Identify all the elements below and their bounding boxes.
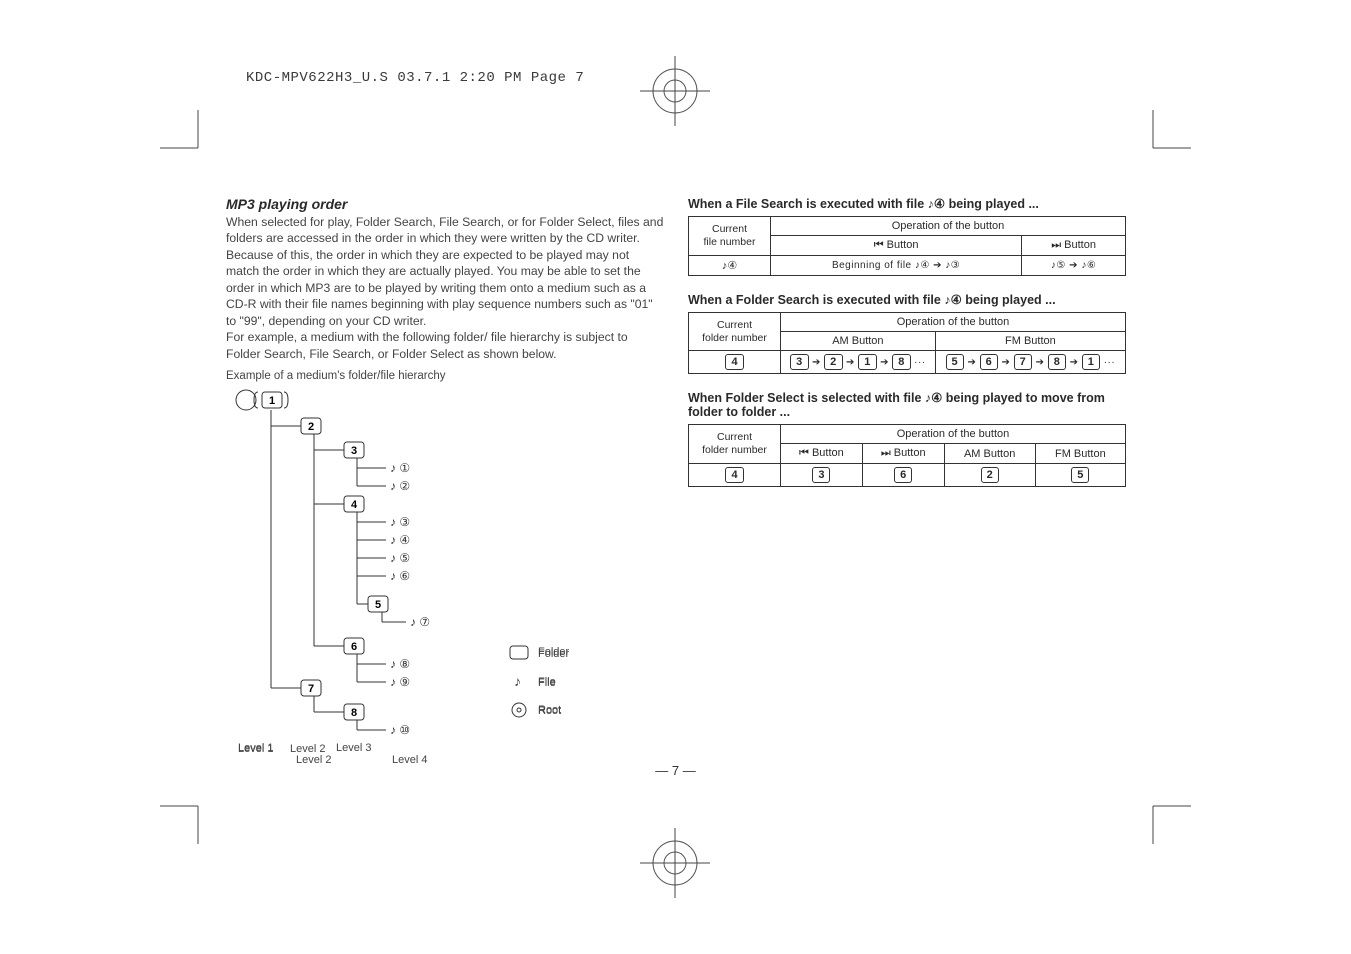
s1-c1: ⏮ Button: [771, 236, 1022, 256]
print-header: KDC-MPV622H3_U.S 03.7.1 2:20 PM Page 7: [246, 70, 584, 86]
svg-text:♪ ⑩: ♪ ⑩: [390, 723, 410, 737]
svg-text:♪ ③: ♪ ③: [390, 515, 410, 529]
right-column: When a File Search is executed with file…: [688, 196, 1126, 746]
svg-text:♪ ⑧: ♪ ⑧: [390, 657, 410, 671]
s1-rc1: Beginning of file ♪④ ➔ ♪③: [771, 256, 1022, 276]
svg-text:♪: ♪: [514, 673, 521, 689]
svg-text:2: 2: [308, 421, 314, 433]
s1-htop: Operation of the button: [771, 217, 1126, 236]
svg-text:3: 3: [351, 445, 357, 457]
s2-cur: 4: [725, 354, 743, 370]
para3: For example, a medium with the following…: [226, 329, 664, 362]
legend-root-label: Root: [538, 704, 561, 716]
s1-hleft1: Current: [712, 223, 747, 235]
s2-rc2: 5 ➔ 6 ➔ 7 ➔ 8 ➔ 1 ···: [935, 351, 1125, 374]
svg-text:♪ ⑤: ♪ ⑤: [390, 551, 410, 565]
svg-text:5: 5: [375, 599, 381, 611]
legend-folder-label: Folder: [538, 646, 569, 658]
s1-hleft2: file number: [704, 236, 756, 248]
svg-text:♪ ①: ♪ ①: [390, 461, 410, 475]
para2: Because of this, the order in which they…: [226, 247, 664, 329]
level3: Level 3: [336, 742, 371, 754]
s2-rc1: 3 ➔ 2 ➔ 1 ➔ 8 ···: [781, 351, 936, 374]
s2-title: When a Folder Search is executed with fi…: [688, 292, 1126, 307]
s2-hleft2: folder number: [702, 332, 767, 344]
left-column: MP3 playing order When selected for play…: [226, 196, 664, 746]
s3-rc1: 3: [812, 467, 830, 483]
s3-title: When Folder Select is selected with file…: [688, 390, 1126, 419]
example-label: Example of a medium's folder/file hierar…: [226, 370, 664, 382]
s3-c2: ⏭ Button: [862, 444, 944, 464]
s1-c2: ⏭ Button: [1022, 236, 1126, 256]
hierarchy-diagram: 1 2 3 4 5 6 7 8 ♪ ① ♪ ② ♪ ③ ♪ ④ ♪ ⑤ ♪ ⑥: [226, 386, 586, 746]
s1-cur: ♪④: [689, 256, 771, 276]
s3-hleft2: folder number: [702, 444, 767, 456]
s3-rc4: 5: [1071, 467, 1089, 483]
svg-text:♪ ⑦: ♪ ⑦: [410, 615, 430, 629]
level1: Level 1: [238, 742, 273, 754]
s3-rc2: 6: [894, 467, 912, 483]
s1-rc2: ♪⑤ ➔ ♪⑥: [1022, 256, 1126, 276]
s3-htop: Operation of the button: [781, 425, 1126, 444]
svg-text:1: 1: [269, 395, 275, 407]
legend-file-label: File: [538, 676, 556, 688]
s2-c2: FM Button: [935, 332, 1125, 351]
svg-text:♪ ⑨: ♪ ⑨: [390, 675, 410, 689]
s3-cur: 4: [725, 467, 743, 483]
s2-htop: Operation of the button: [781, 313, 1126, 332]
s3-c1: ⏮ Button: [781, 444, 863, 464]
s2-table: Current folder number Operation of the b…: [688, 312, 1126, 374]
level2: Level 2: [296, 754, 331, 766]
s2-hleft1: Current: [717, 319, 752, 331]
para1: When selected for play, Folder Search, F…: [226, 214, 664, 247]
svg-text:8: 8: [351, 707, 357, 719]
s2-c1: AM Button: [781, 332, 936, 351]
svg-text:♪ ②: ♪ ②: [390, 479, 410, 493]
svg-text:♪ ⑥: ♪ ⑥: [390, 569, 410, 583]
level4: Level 4: [392, 754, 427, 766]
s3-rc3: 2: [981, 467, 999, 483]
mp3-title: MP3 playing order: [226, 196, 664, 212]
s3-table: Current folder number Operation of the b…: [688, 424, 1126, 487]
s3-c3: AM Button: [944, 444, 1035, 464]
svg-text:7: 7: [308, 683, 314, 695]
svg-text:4: 4: [351, 499, 358, 511]
svg-text:♪ ④: ♪ ④: [390, 533, 410, 547]
s3-hleft1: Current: [717, 431, 752, 443]
s1-title: When a File Search is executed with file…: [688, 196, 1126, 211]
s3-c4: FM Button: [1035, 444, 1125, 464]
s1-table: Current file number Operation of the but…: [688, 216, 1126, 276]
svg-text:6: 6: [351, 641, 357, 653]
page-number: — 7 —: [655, 763, 695, 778]
